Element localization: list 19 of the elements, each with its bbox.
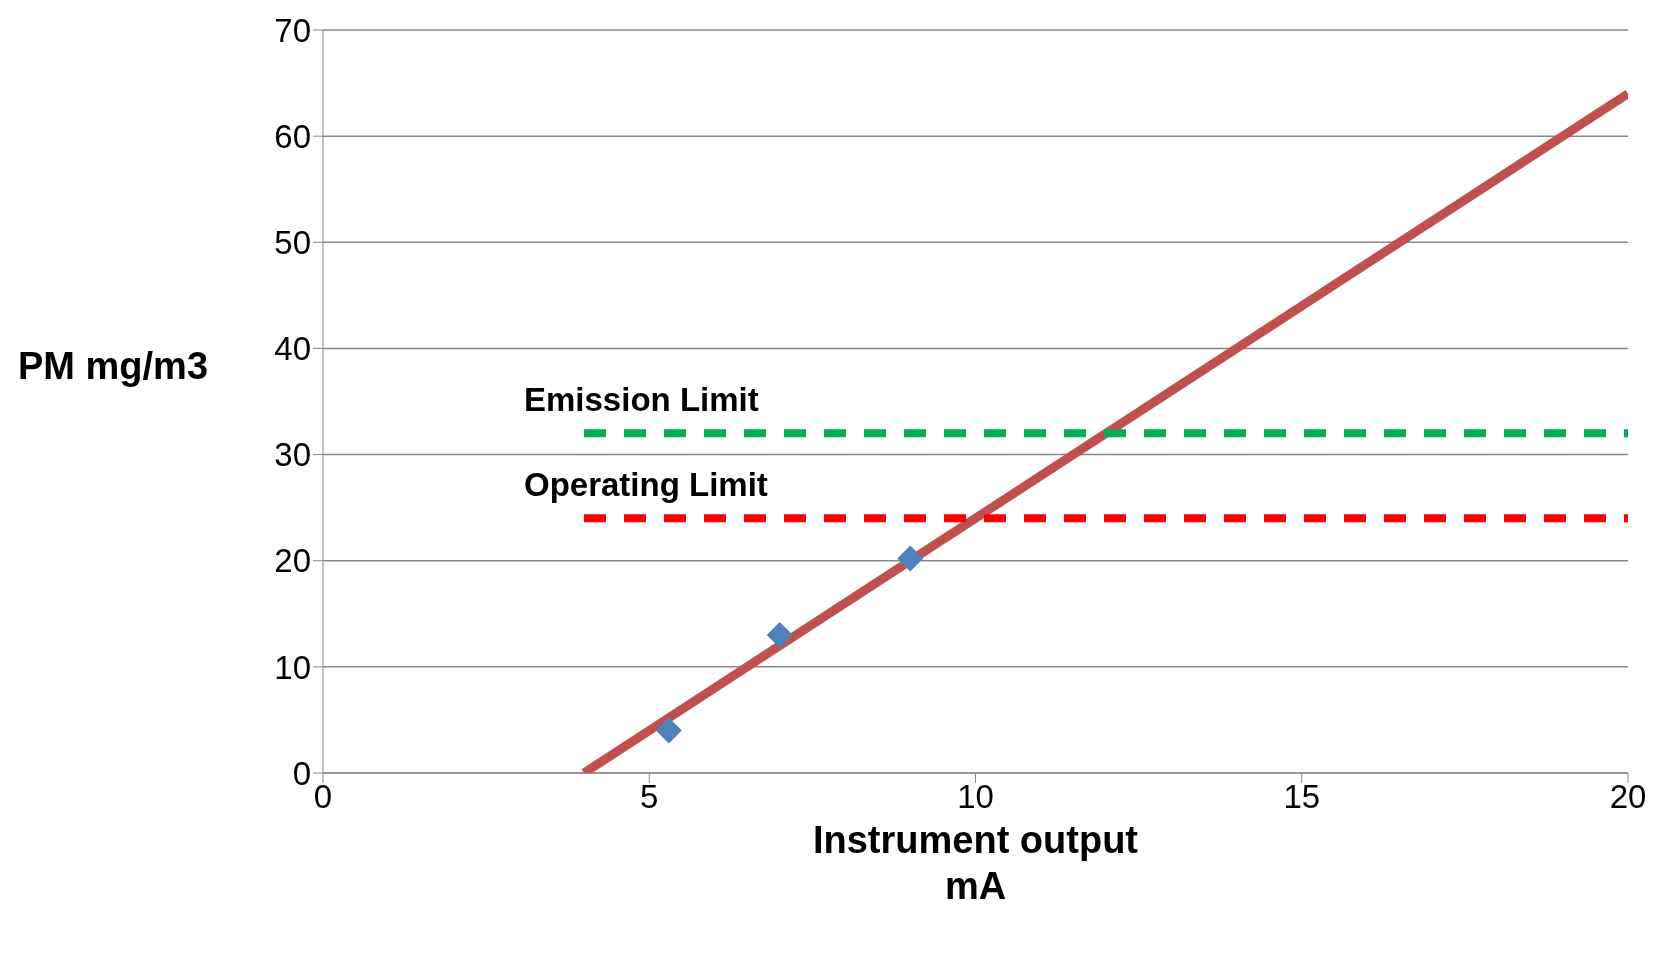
x-tick-label: 15 (1283, 778, 1321, 816)
point (897, 545, 924, 572)
x-tick-label: 20 (1609, 778, 1647, 816)
point (655, 717, 682, 744)
series-label: Emission Limit (524, 381, 759, 419)
y-tick-label: 60 (274, 117, 311, 155)
y-tick-label: 40 (274, 330, 311, 368)
y-tick-label: 10 (274, 648, 311, 686)
x-tick-label: 5 (640, 778, 659, 816)
point (766, 622, 793, 649)
y-tick-label: 70 (274, 11, 311, 49)
y-tick-label: 30 (274, 436, 311, 474)
y-tick-label: 50 (274, 224, 311, 261)
x-tick-label: 10 (957, 778, 994, 816)
y-axis-title: PM mg/m3 (18, 345, 209, 388)
y-tick-label: 0 (292, 754, 311, 792)
x-axis-title: Instrument output mA (812, 819, 1139, 907)
y-tick-label: 20 (274, 542, 311, 580)
series-label: Operating Limit (524, 466, 768, 504)
